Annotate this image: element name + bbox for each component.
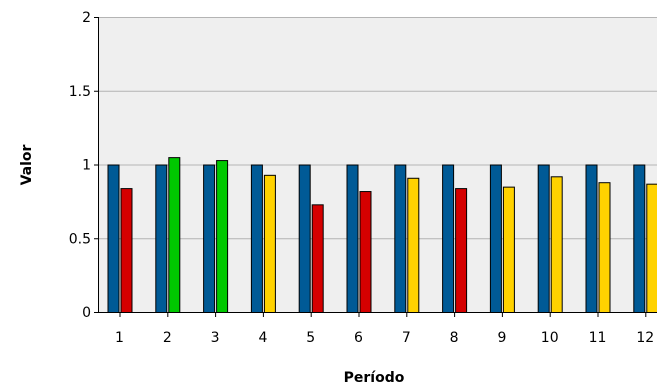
bar-4-series-2 (263, 174, 276, 313)
bar-10-series-2 (550, 176, 563, 313)
bar-1-series-1 (107, 164, 120, 313)
bar-6-series-2 (359, 191, 372, 313)
bar-8-series-1 (442, 164, 455, 313)
y-tick-label: 2 (82, 10, 91, 26)
x-tick-label: 12 (636, 330, 654, 346)
x-tick-label: 11 (589, 330, 607, 346)
gridlines (99, 17, 657, 240)
x-tick-labels: 1 2 3 4 5 6 7 8 9 10 11 12 (115, 313, 654, 346)
y-tick-label: 0.5 (69, 231, 91, 247)
y-axis-title: Valor (19, 144, 35, 185)
bars (107, 157, 657, 314)
x-tick-label: 1 (115, 330, 124, 346)
bar-3-series-1 (203, 164, 216, 313)
x-tick-label: 3 (211, 330, 220, 346)
y-tick-label: 0 (82, 305, 91, 321)
bar-11-series-1 (585, 164, 598, 313)
bar-2-series-1 (155, 164, 168, 313)
x-tick-label: 6 (354, 330, 363, 346)
bar-1-series-2 (120, 188, 133, 314)
bar-11-series-2 (598, 182, 611, 313)
x-tick-label: 2 (163, 330, 172, 346)
bar-5-series-1 (298, 164, 311, 313)
bar-4-series-1 (250, 164, 263, 313)
x-tick-label: 4 (258, 330, 267, 346)
bar-7-series-2 (407, 177, 420, 313)
x-axis-title: Período (344, 370, 405, 386)
bar-8-series-2 (455, 188, 468, 314)
x-tick-label: 8 (450, 330, 459, 346)
bar-6-series-1 (346, 164, 359, 313)
bar-12-series-2 (646, 183, 657, 313)
y-tick-label: 1.5 (69, 84, 91, 100)
x-tick-label: 5 (306, 330, 315, 346)
bar-3-series-2 (216, 160, 229, 313)
y-tick-label: 1 (82, 158, 91, 174)
x-tick-label: 9 (497, 330, 506, 346)
bar-7-series-1 (394, 164, 407, 313)
bar-9-series-1 (489, 164, 502, 313)
x-tick-label: 10 (541, 330, 559, 346)
bar-2-series-2 (168, 157, 181, 313)
bar-9-series-2 (502, 186, 515, 313)
y-tick-labels: 0 0.5 1 1.5 2 (69, 10, 99, 321)
x-tick-label: 7 (402, 330, 411, 346)
bar-10-series-1 (537, 164, 550, 313)
bar-12-series-1 (633, 164, 646, 313)
bar-5-series-2 (311, 204, 324, 313)
